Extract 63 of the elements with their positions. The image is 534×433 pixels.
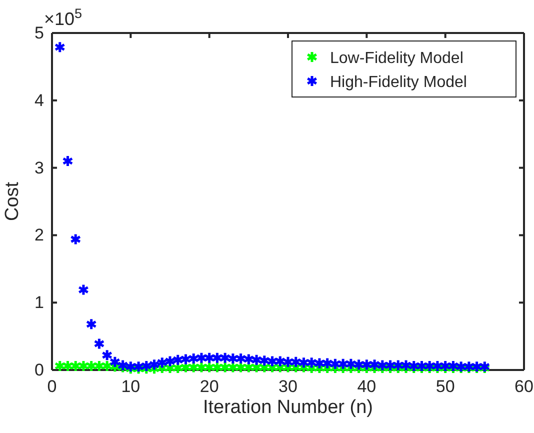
point — [86, 318, 97, 330]
point — [180, 361, 192, 374]
x-tick-label: 10 — [121, 377, 140, 396]
x-tick-label: 30 — [278, 377, 298, 396]
point — [70, 360, 82, 372]
point — [188, 361, 200, 374]
point — [345, 358, 357, 370]
point — [86, 360, 97, 372]
point — [392, 359, 404, 372]
x-axis-title: Iteration Number (n) — [202, 397, 374, 418]
point — [172, 354, 184, 366]
point — [361, 358, 372, 371]
point — [250, 354, 262, 366]
y-tick-label: 2 — [34, 226, 44, 245]
y-tick-label: 3 — [34, 158, 44, 178]
point — [140, 360, 152, 372]
point — [204, 352, 215, 364]
x-tick-label: 60 — [514, 377, 534, 396]
point — [180, 352, 192, 366]
point — [188, 352, 200, 365]
point — [376, 359, 388, 372]
x-tick-label: 50 — [436, 377, 455, 396]
point — [101, 348, 113, 362]
point — [243, 352, 254, 366]
point — [148, 358, 160, 371]
point — [290, 356, 302, 368]
point — [156, 356, 168, 369]
x-tick-label: 40 — [357, 377, 376, 396]
point — [298, 356, 310, 369]
y-tick-label: 5 — [34, 23, 44, 42]
point — [62, 154, 74, 168]
point — [384, 359, 396, 372]
point — [172, 362, 184, 374]
x-tick-label: 20 — [200, 377, 219, 396]
y-tick-label: 1 — [34, 293, 44, 312]
x-tick-label: 0 — [47, 377, 57, 396]
point — [212, 352, 223, 364]
text: ×10$^{5}$ — [44, 6, 82, 29]
point — [235, 361, 246, 374]
point — [204, 361, 215, 374]
y-axis-title: Cost — [2, 181, 23, 222]
point — [164, 354, 176, 368]
point — [274, 354, 286, 368]
point — [306, 356, 318, 369]
point — [353, 358, 364, 371]
y-tick-label: 0 — [34, 360, 44, 380]
legend-label: Low-Fidelity Model — [330, 50, 464, 67]
point — [54, 360, 66, 372]
point — [266, 354, 278, 368]
point — [54, 40, 66, 54]
point — [109, 356, 121, 368]
point — [243, 361, 254, 374]
point — [258, 354, 270, 367]
point — [94, 337, 105, 350]
point — [62, 360, 74, 372]
point — [70, 232, 82, 246]
point — [235, 352, 246, 365]
point — [94, 360, 105, 372]
point — [212, 361, 223, 374]
point — [78, 284, 90, 296]
y-tick-label: 4 — [34, 90, 44, 110]
legend-label: High-Fidelity Model — [330, 74, 467, 91]
point — [330, 358, 341, 370]
